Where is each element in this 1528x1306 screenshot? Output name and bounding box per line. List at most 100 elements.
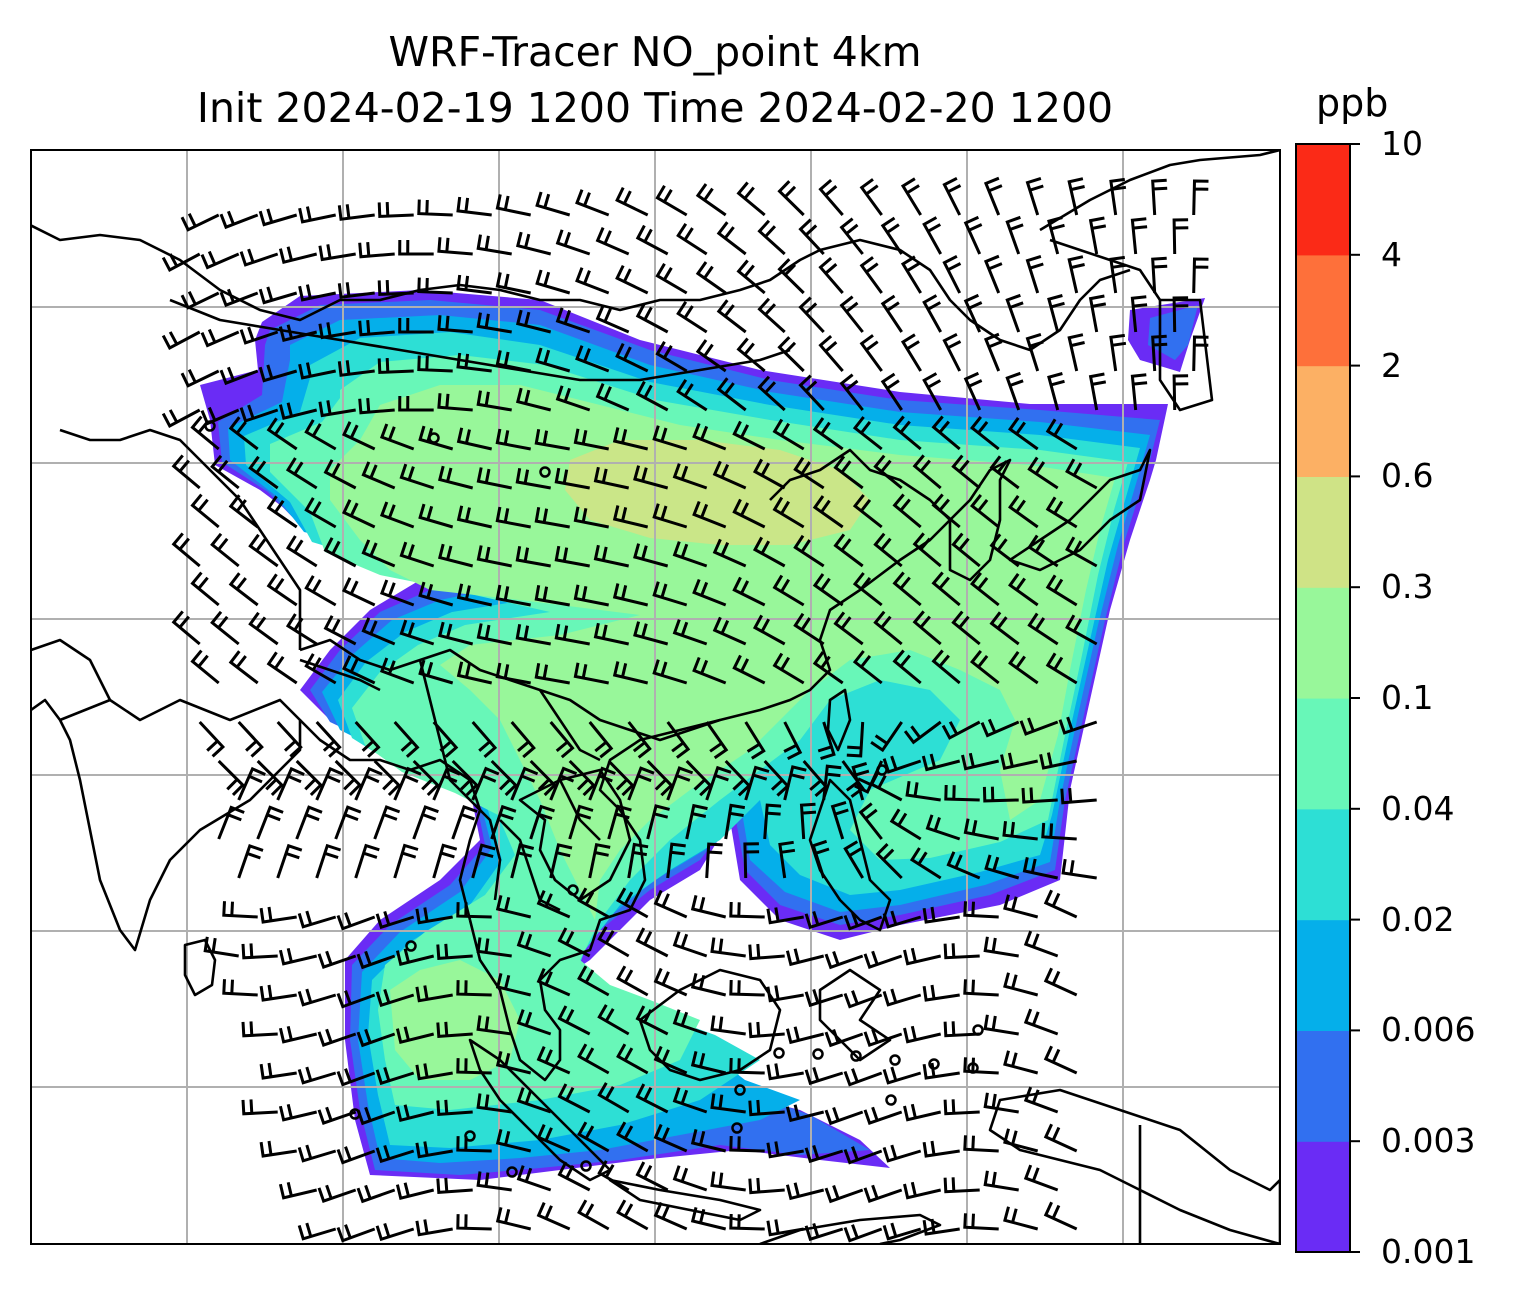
wind-barb xyxy=(436,943,473,961)
wind-barb xyxy=(1023,1086,1059,1114)
wind-barb xyxy=(259,1062,297,1080)
wind-barb xyxy=(903,947,942,966)
wind-barb xyxy=(515,231,552,256)
wind-barb xyxy=(943,943,980,960)
coastline-mekong xyxy=(518,768,632,902)
wind-barb xyxy=(705,765,732,801)
wind-barb xyxy=(278,1103,318,1122)
wind-barb xyxy=(931,415,961,451)
wind-barb xyxy=(1003,972,1039,997)
wind-barb xyxy=(395,1104,435,1123)
wind-barb xyxy=(573,584,609,607)
wind-barb xyxy=(203,936,239,958)
wind-barb xyxy=(635,380,669,412)
wind-barb xyxy=(342,421,376,451)
wind-barb xyxy=(259,906,297,924)
wind-barb xyxy=(399,619,435,646)
wind-barb xyxy=(317,1184,357,1204)
wind-barb xyxy=(799,802,817,840)
wind-barb xyxy=(772,574,805,607)
wind-barb xyxy=(241,1099,278,1116)
wind-barb xyxy=(766,1063,804,1081)
wind-barb xyxy=(276,843,303,879)
wind-barb xyxy=(285,535,318,568)
wind-barb xyxy=(695,339,727,373)
wind-barb xyxy=(575,189,610,217)
wind-barb xyxy=(772,652,805,685)
wind-barb xyxy=(982,786,1019,803)
wind-barb xyxy=(266,417,298,451)
colorbar-units-label: ppb xyxy=(1316,81,1389,125)
wind-barb xyxy=(180,291,220,310)
colorbar-segment xyxy=(1296,254,1350,367)
wind-barb xyxy=(555,385,591,412)
wind-barb xyxy=(228,494,259,529)
wind-barb xyxy=(354,843,380,879)
wind-barb xyxy=(476,312,512,334)
wind-barb xyxy=(597,1082,630,1114)
wind-barb xyxy=(575,345,610,373)
wind-barb xyxy=(963,818,999,841)
wind-barb xyxy=(456,274,492,295)
wind-barb xyxy=(633,621,669,646)
wind-barb xyxy=(266,573,298,607)
wind-barb xyxy=(573,428,609,451)
wind-barb xyxy=(736,259,766,295)
calm-wind-marker xyxy=(580,1160,592,1172)
wind-barb xyxy=(783,721,803,761)
wind-barb xyxy=(298,362,337,380)
wind-barb xyxy=(882,1222,922,1241)
calm-wind-marker xyxy=(876,764,888,776)
wind-barb xyxy=(516,931,552,958)
wind-barb xyxy=(354,720,381,758)
calm-wind-marker xyxy=(506,1166,518,1178)
wind-barb xyxy=(549,843,573,879)
wind-barb xyxy=(318,244,356,262)
wind-barb xyxy=(892,571,922,607)
wind-barb xyxy=(961,752,1000,771)
wind-barb xyxy=(554,545,590,568)
wind-barb xyxy=(577,1199,610,1231)
wind-barb xyxy=(1088,294,1107,333)
wind-barb xyxy=(336,1146,376,1165)
wind-barb xyxy=(944,784,980,802)
chart-title-line2: Init 2024-02-19 1200 Time 2024-02-20 120… xyxy=(196,84,1114,132)
wind-barb xyxy=(200,328,240,348)
wind-barb xyxy=(298,284,337,302)
wind-barb xyxy=(969,415,1000,451)
plume-level-0.3 xyxy=(565,440,870,545)
wind-barb xyxy=(432,843,458,879)
wind-barb xyxy=(516,1087,552,1114)
wind-barb xyxy=(1003,894,1039,919)
wind-barb xyxy=(535,347,571,373)
wind-barb xyxy=(1023,1164,1059,1192)
wind-barb xyxy=(415,1141,453,1159)
wind-barb xyxy=(471,721,498,759)
wind-barb xyxy=(295,805,323,840)
wind-barb xyxy=(922,294,943,333)
wind-barb xyxy=(942,254,962,294)
wind-barb xyxy=(573,506,609,529)
wind-barbs xyxy=(161,176,1209,1243)
wind-barb xyxy=(436,1099,473,1117)
wind-barb xyxy=(863,1028,903,1048)
wind-barb xyxy=(1067,255,1085,294)
map-area[interactable] xyxy=(30,150,1280,1244)
wind-barb xyxy=(258,364,298,383)
wind-barb xyxy=(1065,614,1098,646)
wind-barb xyxy=(757,219,786,256)
chart-title-line1: WRF-Tracer NO_point 4km xyxy=(388,28,922,76)
wind-barb xyxy=(161,330,201,351)
wind-barb xyxy=(942,332,962,372)
wind-barb xyxy=(337,282,375,299)
wind-barb xyxy=(744,765,770,801)
wind-barb xyxy=(418,659,454,685)
wind-barb xyxy=(1047,294,1065,333)
coastline-java xyxy=(608,1178,762,1222)
wind-barb xyxy=(377,280,414,296)
wind-barb xyxy=(595,305,630,334)
wind-barb xyxy=(984,854,1020,880)
wind-barb xyxy=(1000,752,1039,770)
wind-barb xyxy=(418,581,454,607)
wind-barb xyxy=(534,429,570,451)
